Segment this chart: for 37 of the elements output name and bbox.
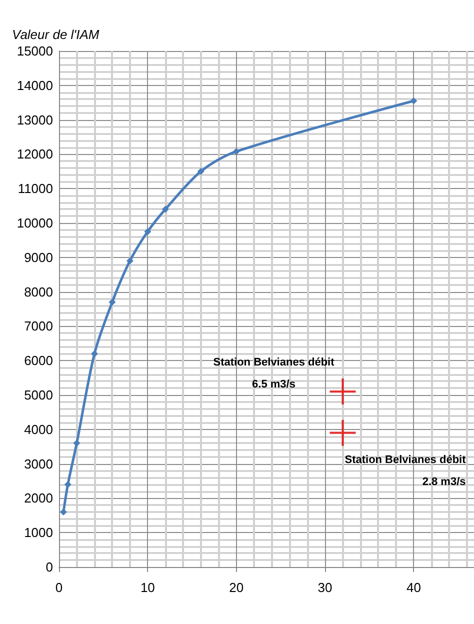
y-tick-label: 15000 [16, 44, 53, 58]
point [162, 206, 169, 213]
y-tick-label: 3000 [24, 456, 53, 472]
annotation: Station Belvianes débit 2.8 m3/s [344, 454, 466, 488]
point [108, 298, 116, 306]
y-tick-label: 12000 [16, 146, 53, 162]
point [90, 350, 98, 358]
y-tick-label: 7000 [24, 318, 53, 334]
point [197, 168, 204, 175]
y-axis-title: Valeur de l'IAM [12, 27, 100, 42]
point [64, 480, 72, 488]
point [410, 97, 418, 104]
y-tick-label: 6000 [24, 353, 53, 368]
y-tick-label: 2000 [24, 490, 53, 506]
y-tick-label: 11000 [18, 181, 53, 196]
y-tick-label: 4000 [24, 422, 53, 437]
y-tick-label: 5000 [24, 388, 53, 402]
y-tick-label: 9000 [24, 250, 53, 265]
x-tick-label: 0 [55, 580, 63, 595]
y-tick-label: 1000 [24, 525, 53, 540]
x-tick-label: 20 [229, 580, 244, 595]
point [330, 420, 356, 446]
point [330, 378, 356, 405]
y-tick-label: 10000 [16, 216, 53, 230]
annotation: Station Belvianes débit 6.5 m3/s [213, 356, 335, 391]
y-tick-label: 14000 [16, 78, 53, 93]
point [126, 257, 134, 264]
y-tick-label: 13000 [16, 112, 53, 128]
y-tick-label: 0 [46, 560, 53, 574]
point [144, 228, 152, 236]
x-tick-label: 40 [406, 580, 421, 595]
point [73, 440, 80, 447]
y-tick-label: 8000 [24, 284, 53, 300]
point [60, 508, 67, 516]
point [232, 148, 240, 155]
x-tick-label: 10 [140, 580, 155, 595]
x-tick-label: 30 [318, 580, 332, 595]
